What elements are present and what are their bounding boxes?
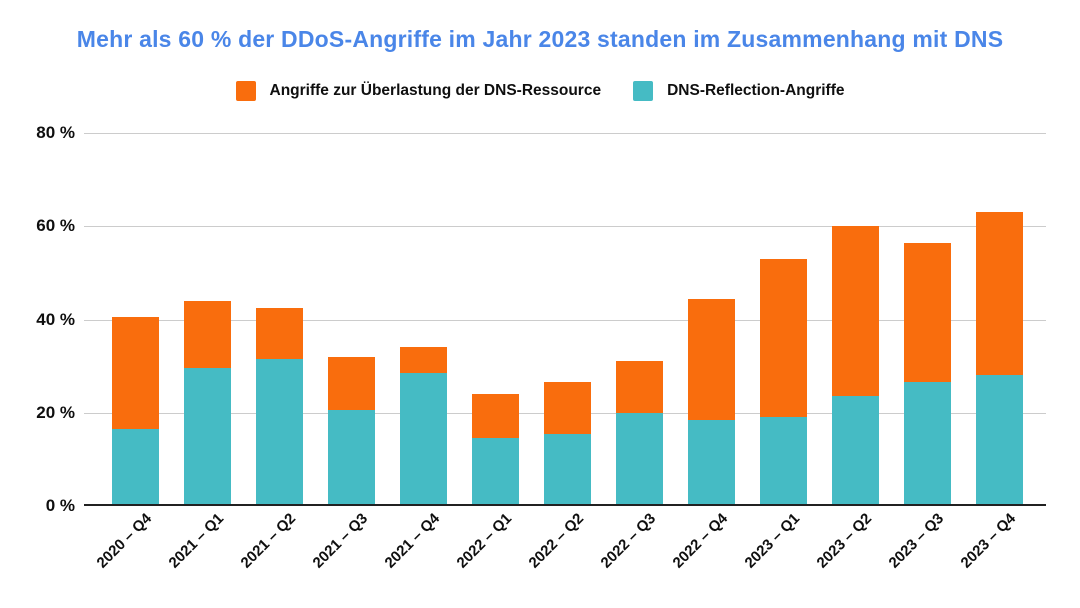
legend-label-reflection: DNS-Reflection-Angriffe (667, 82, 845, 99)
bar-stack-2023 – Q3 (904, 242, 951, 506)
y-axis-label-60: 60 % (36, 216, 75, 236)
bar-segment-reflection (400, 373, 447, 506)
bar-segment-reflection (904, 382, 951, 506)
bar-stack-2021 – Q1 (184, 300, 231, 506)
x-axis-label-2023 – Q4: 2023 – Q4 (957, 510, 1020, 572)
legend-item-overload: Angriffe zur Überlastung der DNS-Ressour… (235, 81, 602, 101)
gridline-40 (84, 319, 1046, 321)
legend-swatch-overload-icon (235, 81, 256, 101)
bar-segment-overload (112, 317, 159, 430)
bar-segment-overload (688, 298, 735, 420)
bar-segment-reflection (112, 429, 159, 506)
bar-segment-overload (976, 212, 1023, 376)
bar-stack-2021 – Q3 (328, 356, 375, 506)
y-axis-label-20: 20 % (36, 402, 75, 422)
legend: Angriffe zur Überlastung der DNS-Ressour… (0, 81, 1080, 101)
bar-segment-overload (472, 394, 519, 439)
y-axis-label-40: 40 % (36, 309, 75, 329)
x-axis-line (84, 504, 1046, 506)
bar-segment-reflection (256, 359, 303, 506)
bar-stack-2022 – Q4 (688, 298, 735, 506)
bar-stack-2022 – Q1 (472, 394, 519, 506)
bar-segment-reflection (976, 375, 1023, 506)
bar-segment-overload (544, 382, 591, 434)
bar-stack-2022 – Q2 (544, 382, 591, 506)
bar-stack-2020 – Q4 (112, 317, 159, 506)
bar-segment-overload (832, 226, 879, 397)
bar-segment-overload (328, 356, 375, 411)
chart-title: Mehr als 60 % der DDoS-Angriffe im Jahr … (76, 26, 1004, 52)
bar-segment-reflection (472, 438, 519, 506)
y-axis-label-0: 0 % (45, 496, 75, 515)
gridline-60 (84, 226, 1046, 228)
y-axis-label-80: 80 % (36, 123, 75, 142)
bar-segment-reflection (832, 396, 879, 506)
bar-stack-2022 – Q3 (616, 361, 663, 506)
bar-segment-overload (184, 300, 231, 369)
bar-segment-overload (400, 347, 447, 374)
bar-stack-2023 – Q2 (832, 226, 879, 506)
bar-segment-reflection (184, 368, 231, 506)
legend-swatch-reflection-icon (633, 81, 654, 101)
legend-label-overload: Angriffe zur Überlastung der DNS-Ressour… (269, 82, 602, 99)
bar-segment-overload (616, 361, 663, 413)
bar-segment-reflection (328, 410, 375, 506)
bar-stack-2021 – Q4 (400, 347, 447, 506)
x-axis-label-wrap: 2023 – Q4 (808, 510, 1020, 572)
bar-segment-reflection (688, 419, 735, 506)
legend-item-reflection: DNS-Reflection-Angriffe (633, 81, 844, 101)
bar-stack-2021 – Q2 (256, 307, 303, 506)
bar-segment-overload (904, 242, 951, 383)
bar-segment-overload (760, 258, 807, 418)
bar-segment-reflection (760, 417, 807, 506)
bar-stack-2023 – Q1 (760, 258, 807, 506)
bar-segment-overload (256, 307, 303, 360)
bar-segment-reflection (544, 433, 591, 506)
plot-area (84, 133, 1046, 506)
bar-segment-reflection (616, 412, 663, 506)
gridline-80 (84, 133, 1046, 134)
bar-stack-2023 – Q4 (976, 212, 1023, 506)
